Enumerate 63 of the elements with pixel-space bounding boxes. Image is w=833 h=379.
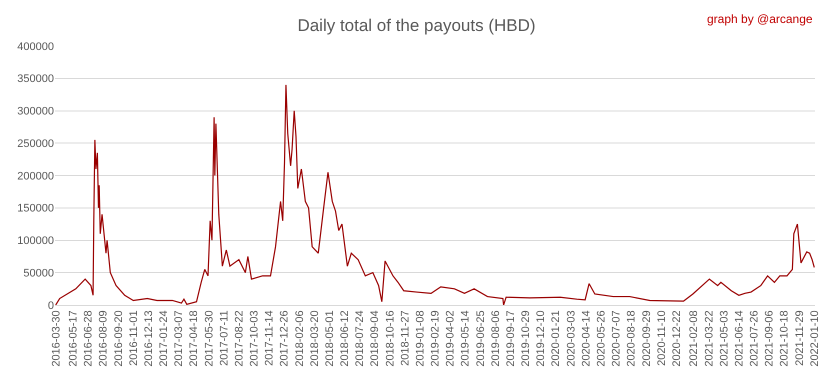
y-tick-label: 300000 bbox=[17, 106, 54, 118]
x-tick-label: 2019-02-19 bbox=[430, 310, 442, 367]
x-tick-label: 2019-04-02 bbox=[444, 310, 457, 367]
x-tick-label: 2018-03-20 bbox=[308, 310, 321, 367]
x-tick-label: 2016-03-30 bbox=[50, 310, 62, 367]
x-tick-label: 2021-06-14 bbox=[733, 310, 746, 367]
x-tick-label: 2017-08-22 bbox=[233, 310, 246, 367]
x-tick-label: 2021-07-26 bbox=[748, 310, 761, 367]
x-tick-label: 2020-05-26 bbox=[596, 310, 608, 367]
y-tick-label: 250000 bbox=[17, 138, 54, 150]
x-tick-label: 2016-06-28 bbox=[82, 310, 95, 367]
y-tick-label: 100000 bbox=[17, 235, 54, 248]
x-tick-label: 2018-06-12 bbox=[339, 310, 352, 367]
x-tick-label: 2021-02-08 bbox=[688, 310, 700, 367]
chart-title: Daily total of the payouts (HBD) bbox=[297, 16, 536, 35]
x-tick-label: 2018-11-27 bbox=[399, 310, 412, 366]
x-tick-label: 2022-01-10 bbox=[808, 310, 821, 367]
line-series bbox=[55, 84, 815, 305]
x-tick-label: 2019-10-29 bbox=[520, 310, 532, 367]
y-tick-label: 200000 bbox=[17, 170, 54, 182]
text: graph by @arcange bbox=[707, 12, 813, 26]
x-tick-label: 2020-03-03 bbox=[565, 310, 578, 367]
x-tick-label: 2017-12-26 bbox=[278, 310, 291, 367]
x-tick-label: 2019-08-06 bbox=[490, 310, 502, 367]
x-tick-label: 2021-09-06 bbox=[764, 310, 776, 367]
x-tick-label: 2018-07-24 bbox=[354, 310, 366, 367]
x-tick-label: 2019-06-25 bbox=[474, 310, 487, 367]
y-tick-label: 150000 bbox=[17, 202, 54, 215]
x-tick-label: 2017-01-24 bbox=[158, 310, 170, 367]
x-tick-label: 2016-08-09 bbox=[98, 310, 110, 367]
y-tick-label: 50000 bbox=[23, 267, 54, 280]
x-tick-label: 2021-05-03 bbox=[718, 310, 730, 367]
x-tick-label: 2020-01-21 bbox=[550, 310, 562, 367]
x-tick-label: 2017-10-03 bbox=[248, 310, 261, 367]
x-tick-label: 2017-07-11 bbox=[218, 310, 230, 366]
x-tick-label: 2019-01-08 bbox=[414, 310, 426, 367]
x-tick-label: 2021-03-22 bbox=[703, 310, 716, 367]
x-tick-label: 2018-02-06 bbox=[294, 310, 306, 367]
x-tick-label: 2016-05-17 bbox=[68, 310, 80, 367]
x-tick-label: 2019-05-14 bbox=[460, 310, 472, 367]
x-tick-label: 2018-10-16 bbox=[384, 310, 396, 367]
x-tick-label: 2017-03-07 bbox=[173, 310, 186, 367]
x-tick-label: 2017-11-14 bbox=[264, 310, 276, 366]
x-tick-label: 2018-09-04 bbox=[369, 310, 382, 367]
x-tick-label: 2020-11-10 bbox=[656, 310, 668, 366]
x-tick-label: 2020-07-07 bbox=[610, 310, 623, 367]
x-tick-label: 2020-09-29 bbox=[640, 310, 653, 367]
x-tick-label: 2019-12-10 bbox=[535, 310, 548, 367]
x-tick-label: 2020-12-22 bbox=[670, 310, 683, 367]
y-tick-label: 0 bbox=[48, 300, 54, 312]
x-tick-label: 2017-05-30 bbox=[203, 310, 216, 367]
x-tick-label: 2017-04-18 bbox=[188, 310, 200, 367]
y-tick-label: 400000 bbox=[17, 40, 54, 53]
x-tick-label: 2018-05-01 bbox=[324, 310, 336, 367]
x-tick-label: 2019-09-17 bbox=[505, 310, 518, 367]
x-tick-label: 2020-04-14 bbox=[580, 310, 592, 367]
x-tick-label: 2016-09-20 bbox=[112, 310, 125, 367]
x-tick-label: 2016-12-13 bbox=[142, 310, 155, 367]
y-tick-label: 350000 bbox=[17, 73, 54, 86]
x-tick-label: 2021-11-29 bbox=[794, 310, 806, 366]
x-tick-label: 2020-08-18 bbox=[626, 310, 638, 367]
x-tick-label: 2021-10-18 bbox=[778, 310, 791, 367]
x-tick-label: 2016-11-01 bbox=[128, 310, 140, 366]
